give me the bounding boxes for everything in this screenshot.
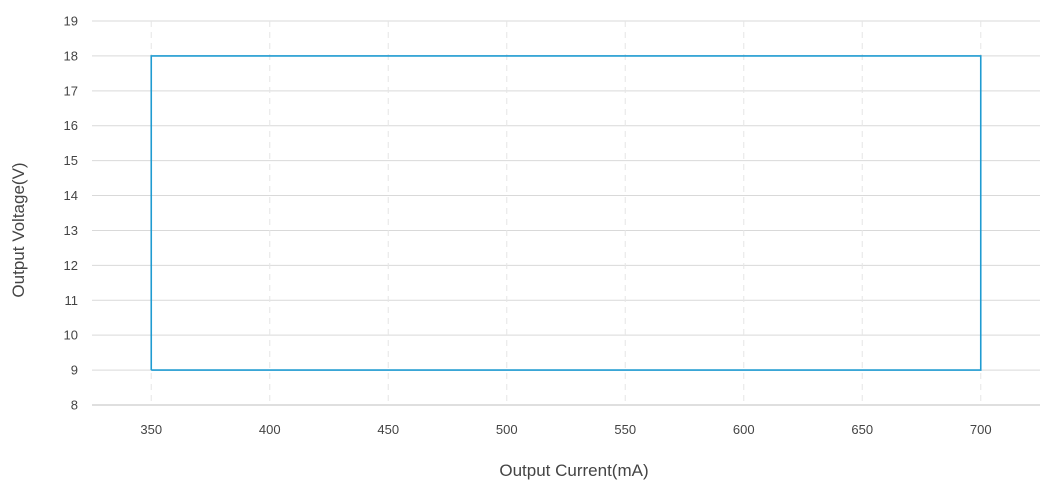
y-tick-label: 15 bbox=[64, 153, 78, 168]
x-tick-label: 350 bbox=[140, 422, 162, 437]
y-axis-ticks: 8 9 10 11 12 13 14 15 16 17 18 19 bbox=[64, 14, 78, 413]
y-tick-label: 16 bbox=[64, 118, 78, 133]
vertical-gridlines bbox=[150, 21, 982, 405]
y-axis-title: Output Voltage(V) bbox=[9, 162, 28, 297]
series-line bbox=[150, 55, 982, 371]
y-tick-label: 14 bbox=[64, 188, 78, 203]
y-tick-label: 18 bbox=[64, 48, 78, 63]
y-tick-label: 12 bbox=[64, 258, 78, 273]
series-group bbox=[150, 55, 982, 371]
y-tick-label: 11 bbox=[65, 293, 79, 308]
horizontal-gridlines bbox=[92, 20, 1040, 406]
x-tick-label: 600 bbox=[733, 422, 755, 437]
y-tick-label: 10 bbox=[64, 328, 78, 343]
x-axis-ticks: 350 400 450 500 550 600 650 700 bbox=[140, 422, 991, 437]
x-tick-label: 400 bbox=[259, 422, 281, 437]
y-tick-label: 9 bbox=[71, 363, 78, 378]
y-tick-label: 17 bbox=[64, 83, 78, 98]
x-tick-label: 700 bbox=[970, 422, 992, 437]
y-tick-label: 19 bbox=[64, 14, 78, 29]
y-tick-label: 8 bbox=[71, 398, 78, 413]
x-tick-label: 650 bbox=[851, 422, 873, 437]
x-tick-label: 450 bbox=[377, 422, 399, 437]
x-tick-label: 550 bbox=[614, 422, 636, 437]
x-axis-title: Output Current(mA) bbox=[499, 461, 648, 480]
x-tick-label: 500 bbox=[496, 422, 518, 437]
y-tick-label: 13 bbox=[64, 223, 78, 238]
